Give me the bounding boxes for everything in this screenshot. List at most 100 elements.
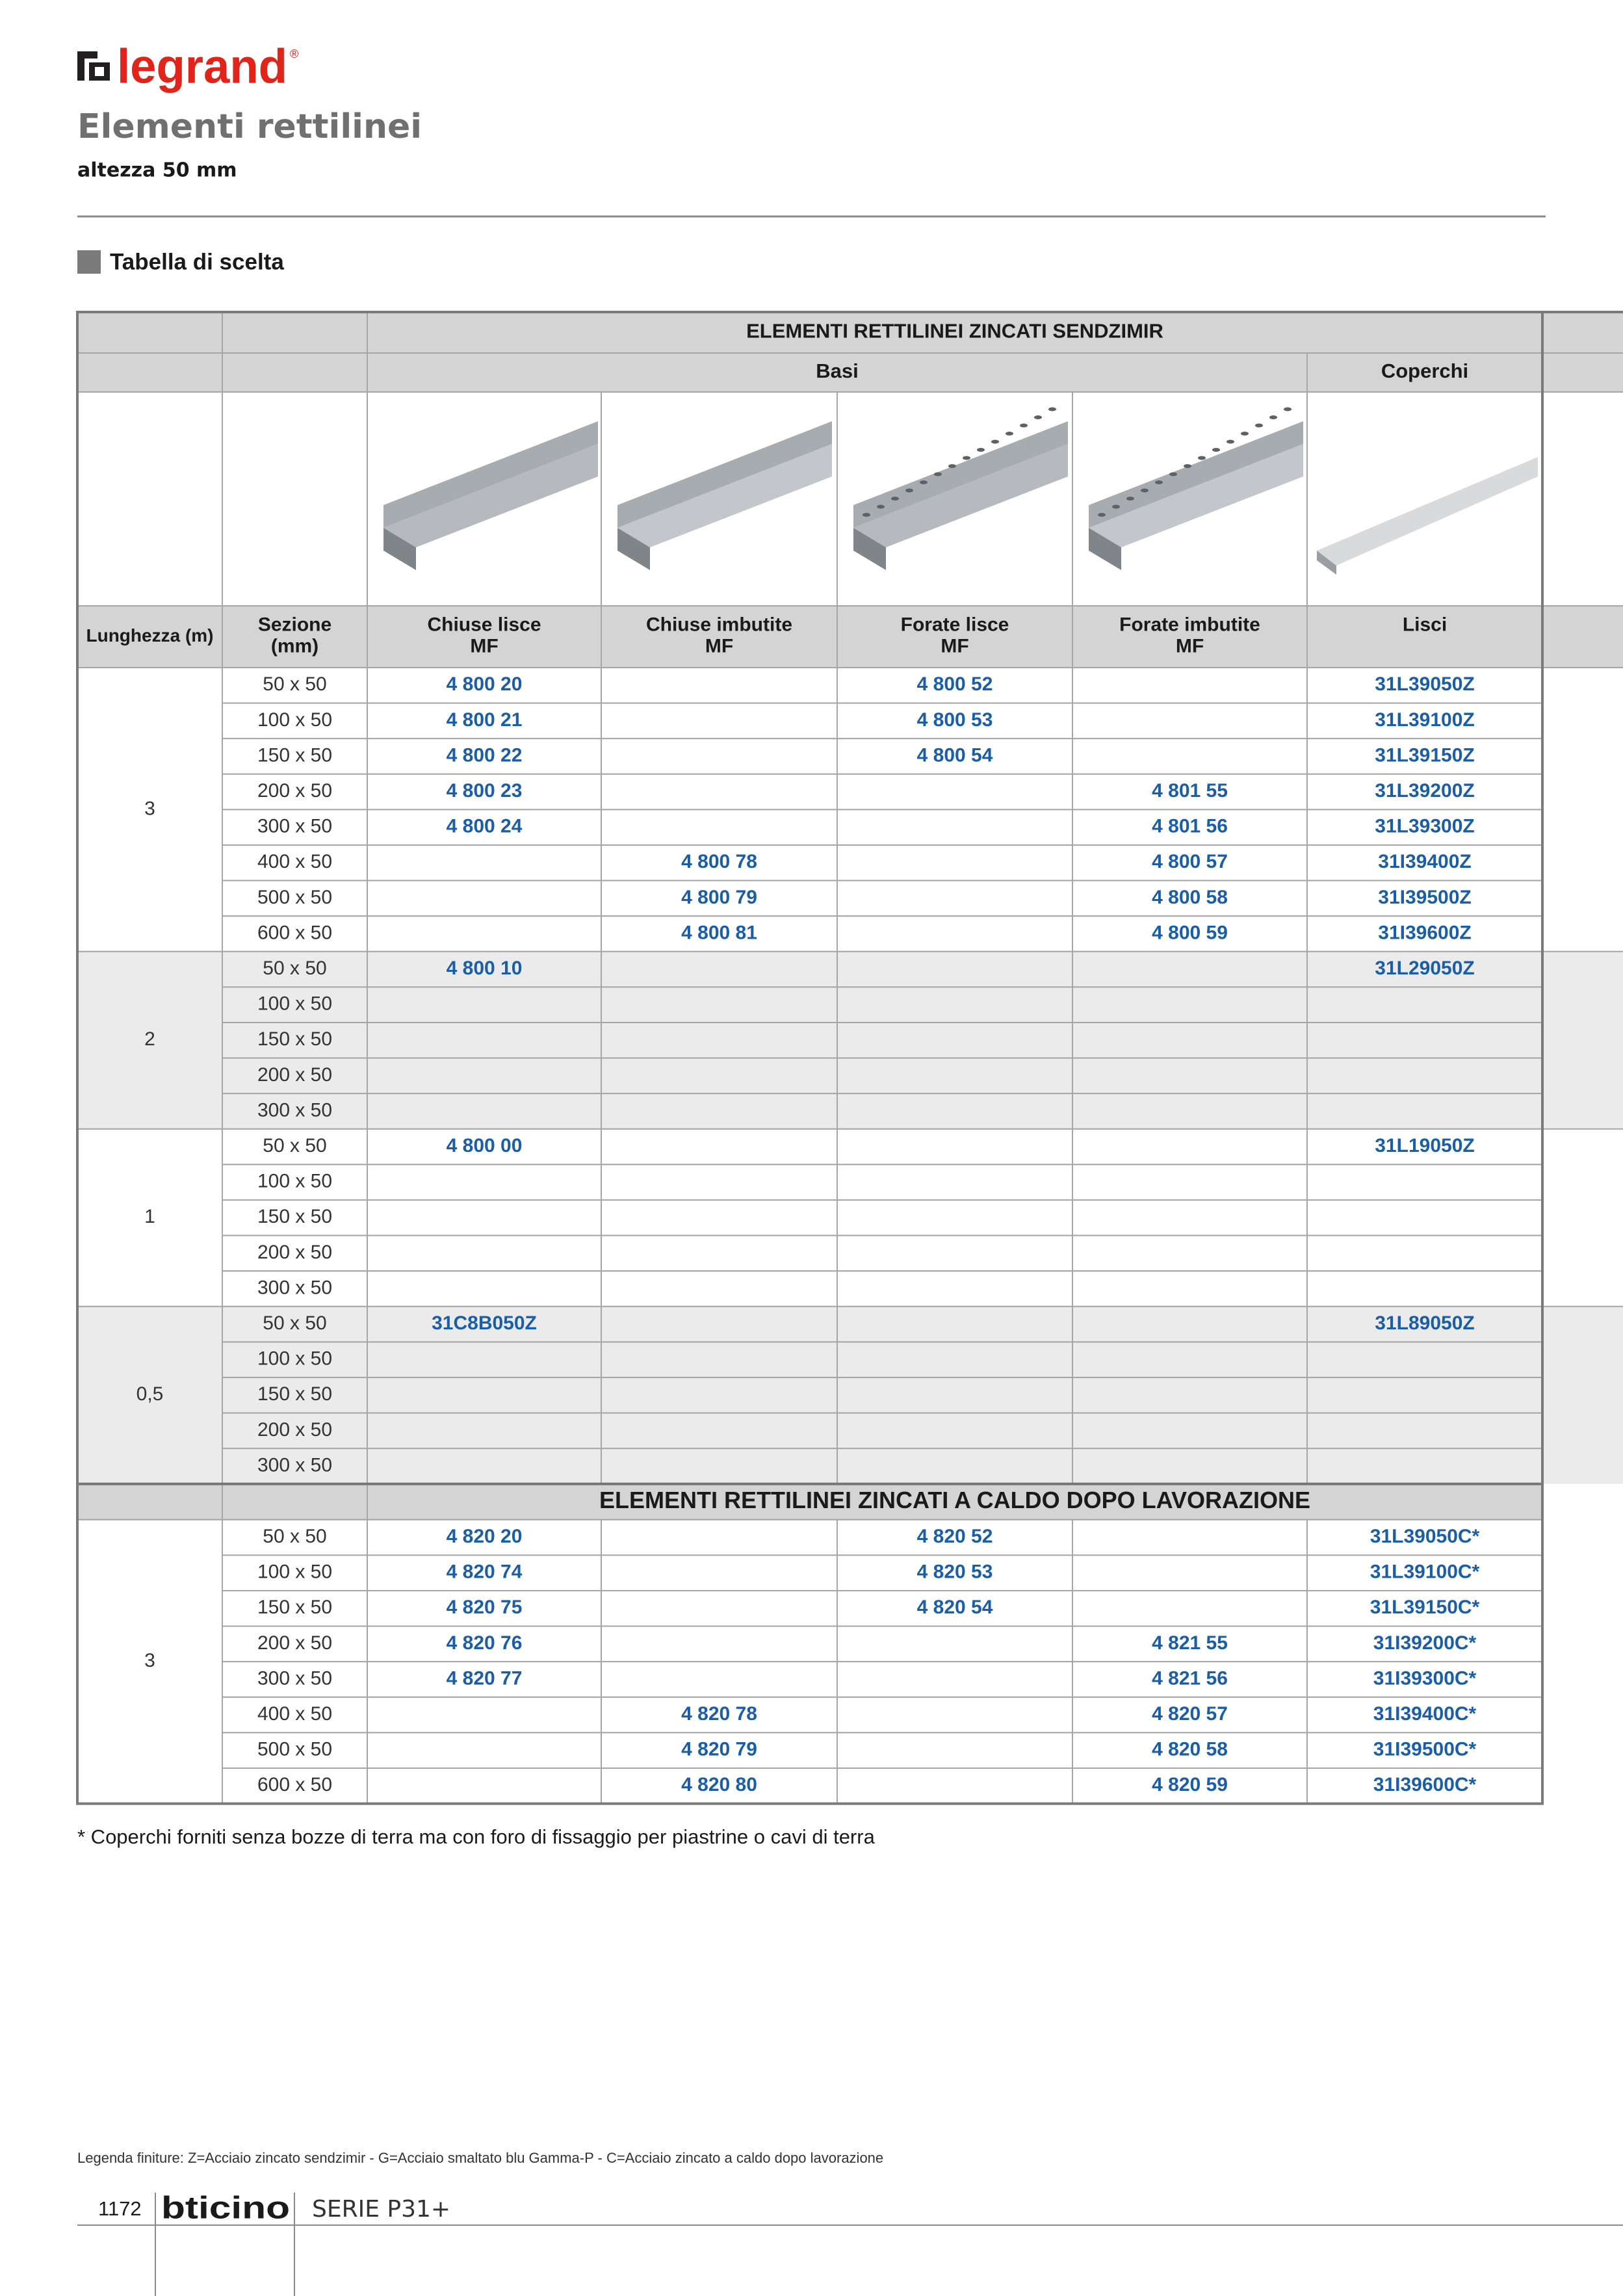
- product-code: 31L39300Z: [1375, 816, 1474, 837]
- table-cell: [367, 915, 602, 952]
- product-code: 4 820 53: [917, 1561, 993, 1583]
- column-header: MF: [941, 635, 968, 657]
- table-cell: [367, 1590, 602, 1627]
- table-cell: [837, 1022, 1073, 1059]
- table-cell: [837, 1732, 1073, 1769]
- table-cell: [1072, 1341, 1308, 1378]
- table-cell: [1306, 915, 1543, 952]
- table-cell: [222, 605, 368, 668]
- table-cell: [1306, 1022, 1543, 1059]
- brand-logo: bticino: [161, 2191, 290, 2226]
- table-cell: [77, 605, 223, 668]
- section-marker: [77, 250, 101, 274]
- table-cell: [1072, 1519, 1308, 1556]
- table-cell: [367, 809, 602, 846]
- table-cell: [222, 1768, 368, 1805]
- logo-icon: [77, 51, 110, 81]
- product-code: 4 820 80: [681, 1774, 757, 1795]
- product-code: 4 800 57: [1152, 851, 1228, 872]
- product-code: 4 820 77: [447, 1667, 523, 1689]
- table-cell: [222, 667, 368, 704]
- group-title: ELEMENTI RETTILINEI ZINCATI SENDZIMIR: [746, 320, 1163, 343]
- table-cell: [222, 1661, 368, 1698]
- table-cell-extra: [1542, 606, 1623, 668]
- product-code: 4 820 79: [681, 1739, 757, 1760]
- table-cell: [367, 1412, 602, 1450]
- table-cell: [837, 1305, 1073, 1343]
- table-cell: [1306, 1768, 1543, 1805]
- table-cell: [367, 605, 602, 668]
- section-size: 400 x 50: [257, 1703, 332, 1725]
- table-cell: [222, 1128, 368, 1166]
- footnote: * Coperchi forniti senza bozze di terra …: [77, 1825, 876, 1848]
- table-cell: [837, 1164, 1073, 1201]
- section-size: 50 x 50: [263, 1135, 326, 1156]
- table-cell: [1072, 1270, 1308, 1307]
- table-cell: [1306, 391, 1543, 607]
- product-code: 4 820 20: [447, 1526, 523, 1547]
- table-cell: [837, 1412, 1073, 1450]
- table-cell: [837, 809, 1073, 846]
- table-cell: [601, 1057, 838, 1095]
- table-cell: [222, 1164, 368, 1201]
- table-cell: [837, 1128, 1073, 1166]
- table-cell: [601, 844, 838, 881]
- table-cell: [837, 986, 1073, 1024]
- product-code: 4 800 10: [447, 958, 523, 979]
- table-cell: [1306, 1199, 1543, 1236]
- section-size: 50 x 50: [263, 1312, 326, 1334]
- table-cell: [1306, 1732, 1543, 1769]
- product-code: 4 800 81: [681, 922, 757, 943]
- table-cell: [837, 1554, 1073, 1591]
- table-cell: [837, 773, 1073, 811]
- table-cell: [601, 1768, 838, 1805]
- section-size: 500 x 50: [257, 887, 332, 908]
- column-header: MF: [705, 635, 733, 657]
- product-code: 4 820 76: [447, 1632, 523, 1654]
- section-size: 150 x 50: [257, 744, 332, 766]
- table-cell: [837, 1448, 1073, 1485]
- product-code: 4 800 21: [447, 709, 523, 731]
- table-cell: [601, 1305, 838, 1343]
- table-cell: [222, 1270, 368, 1307]
- column-header: Chiuse lisce: [427, 614, 541, 635]
- table-cell: [77, 1483, 223, 1520]
- section-size: 100 x 50: [257, 993, 332, 1015]
- product-code: 31L39150C*: [1370, 1597, 1480, 1618]
- table-cell: [1072, 702, 1308, 740]
- table-cell: [601, 1554, 838, 1591]
- column-header: Chiuse imbutite: [646, 614, 792, 635]
- table-cell-extra: [1542, 1306, 1623, 1484]
- table-cell: [1306, 667, 1543, 704]
- table-cell: [1072, 1234, 1308, 1272]
- product-code: 4 821 55: [1152, 1632, 1228, 1654]
- table-cell: [601, 1093, 838, 1130]
- product-code: 31C8B050Z: [432, 1312, 537, 1334]
- product-code: 4 800 59: [1152, 922, 1228, 943]
- table-cell: [1072, 1093, 1308, 1130]
- table-cell: [601, 1377, 838, 1414]
- table-cell: [367, 1377, 602, 1414]
- page-number: 1172: [98, 2197, 142, 2220]
- table-cell: [601, 1448, 838, 1485]
- table-cell: [601, 1625, 838, 1663]
- table-cell: [1072, 1768, 1308, 1805]
- table-cell: [367, 1199, 602, 1236]
- section-size: 50 x 50: [263, 1526, 326, 1547]
- table-cell: [1072, 915, 1308, 952]
- table-cell: [1072, 738, 1308, 775]
- length-label: 3: [144, 1650, 155, 1671]
- table-cell: [1072, 1128, 1308, 1166]
- product-code: 4 800 54: [917, 744, 993, 766]
- table-cell: [1306, 1164, 1543, 1201]
- table-cell: [77, 311, 223, 354]
- table-cell: [837, 1625, 1073, 1663]
- table-cell: [1306, 844, 1543, 881]
- table-cell: [222, 311, 368, 354]
- table-cell: [367, 1093, 602, 1130]
- product-code: 4 820 52: [917, 1526, 993, 1547]
- table-cell: [367, 311, 1543, 354]
- table-cell: [1306, 986, 1543, 1024]
- product-code: 4 820 59: [1152, 1774, 1228, 1795]
- table-cell: [222, 1199, 368, 1236]
